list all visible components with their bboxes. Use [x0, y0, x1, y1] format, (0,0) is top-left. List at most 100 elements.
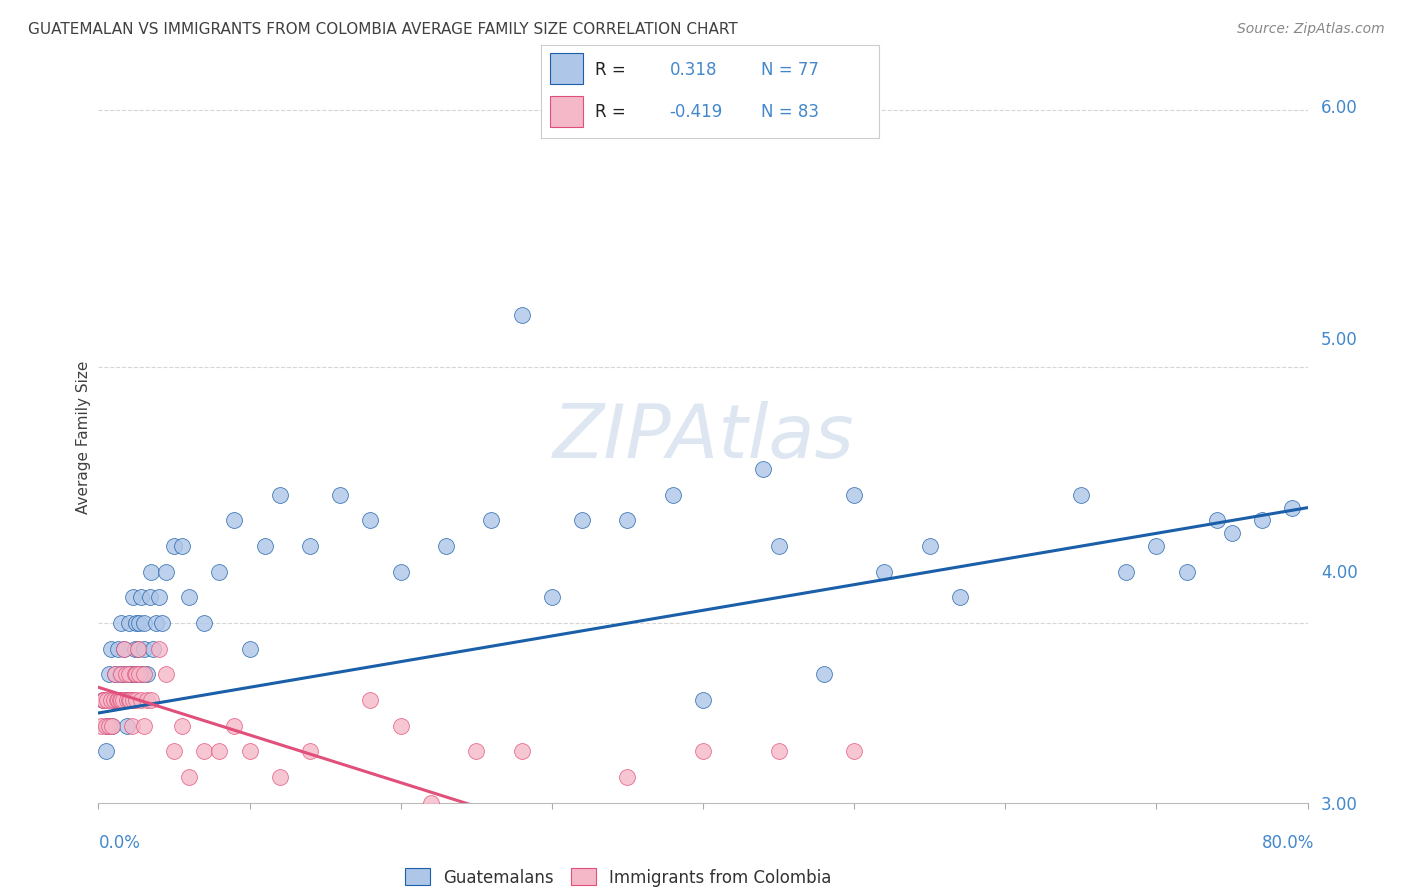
Point [112, 641, 135, 656]
Point [103, 693, 125, 707]
Point [94, 719, 117, 733]
Point [269, 488, 291, 502]
Point [193, 744, 215, 758]
Point [91, 693, 114, 707]
Point [616, 770, 638, 784]
Point [124, 667, 146, 681]
Point [662, 847, 685, 862]
Bar [550, 96, 583, 127]
Point [96, 693, 118, 707]
Point [111, 667, 134, 681]
Text: 80.0%: 80.0% [1263, 834, 1315, 852]
Point [110, 667, 132, 681]
Point [132, 667, 155, 681]
Point [114, 667, 136, 681]
Point [1115, 565, 1137, 579]
Point [224, 719, 246, 733]
Legend: Guatemalans, Immigrants from Colombia: Guatemalans, Immigrants from Colombia [398, 862, 838, 892]
Point [1206, 514, 1229, 528]
Point [1146, 539, 1168, 553]
Point [103, 693, 125, 707]
Point [101, 719, 124, 733]
Point [125, 667, 148, 681]
Point [128, 667, 150, 681]
Point [129, 591, 152, 605]
Point [118, 667, 141, 681]
Point [465, 744, 488, 758]
Point [94, 744, 117, 758]
Point [127, 641, 149, 656]
Point [208, 565, 231, 579]
Point [118, 616, 141, 631]
Point [132, 616, 155, 631]
Text: ZIPAtlas: ZIPAtlas [553, 401, 853, 473]
Point [125, 667, 148, 681]
Point [389, 565, 412, 579]
Point [93, 693, 115, 707]
Point [139, 591, 162, 605]
Point [110, 693, 132, 707]
Point [155, 667, 177, 681]
Point [571, 514, 593, 528]
Point [115, 693, 138, 707]
Point [107, 641, 129, 656]
Point [110, 693, 132, 707]
Point [163, 539, 186, 553]
Point [114, 693, 136, 707]
Text: 0.318: 0.318 [669, 61, 717, 78]
Point [135, 667, 157, 681]
Point [105, 693, 128, 707]
Point [118, 693, 141, 707]
Point [510, 308, 533, 322]
Point [148, 591, 170, 605]
Point [1220, 526, 1243, 541]
Point [434, 539, 457, 553]
Point [949, 591, 972, 605]
Point [239, 744, 262, 758]
Point [299, 744, 322, 758]
Point [125, 616, 148, 631]
Point [104, 667, 127, 681]
Text: N = 83: N = 83 [761, 103, 818, 121]
Point [111, 693, 134, 707]
Point [1251, 514, 1274, 528]
Point [98, 719, 121, 733]
Point [129, 693, 152, 707]
Point [150, 616, 173, 631]
Point [253, 539, 276, 553]
Point [100, 693, 122, 707]
Point [122, 693, 145, 707]
Point [98, 667, 121, 681]
Point [813, 667, 835, 681]
Point [155, 565, 177, 579]
Point [752, 462, 775, 476]
Point [239, 641, 262, 656]
Point [107, 693, 129, 707]
Point [132, 719, 155, 733]
Point [145, 616, 167, 631]
Point [142, 641, 165, 656]
Bar [550, 53, 583, 84]
Point [193, 616, 215, 631]
Point [125, 693, 148, 707]
Point [91, 693, 114, 707]
Point [112, 641, 135, 656]
Point [510, 744, 533, 758]
Point [90, 719, 112, 733]
Point [122, 591, 145, 605]
Point [844, 488, 866, 502]
Point [163, 744, 186, 758]
Point [148, 641, 170, 656]
Point [101, 719, 124, 733]
Point [844, 744, 866, 758]
Text: N = 77: N = 77 [761, 61, 818, 78]
Point [132, 641, 155, 656]
Point [420, 796, 443, 810]
Text: R =: R = [595, 61, 626, 78]
Text: Source: ZipAtlas.com: Source: ZipAtlas.com [1237, 22, 1385, 37]
Point [1281, 500, 1303, 515]
Point [120, 693, 142, 707]
Point [299, 539, 322, 553]
Point [768, 744, 790, 758]
Point [170, 539, 193, 553]
